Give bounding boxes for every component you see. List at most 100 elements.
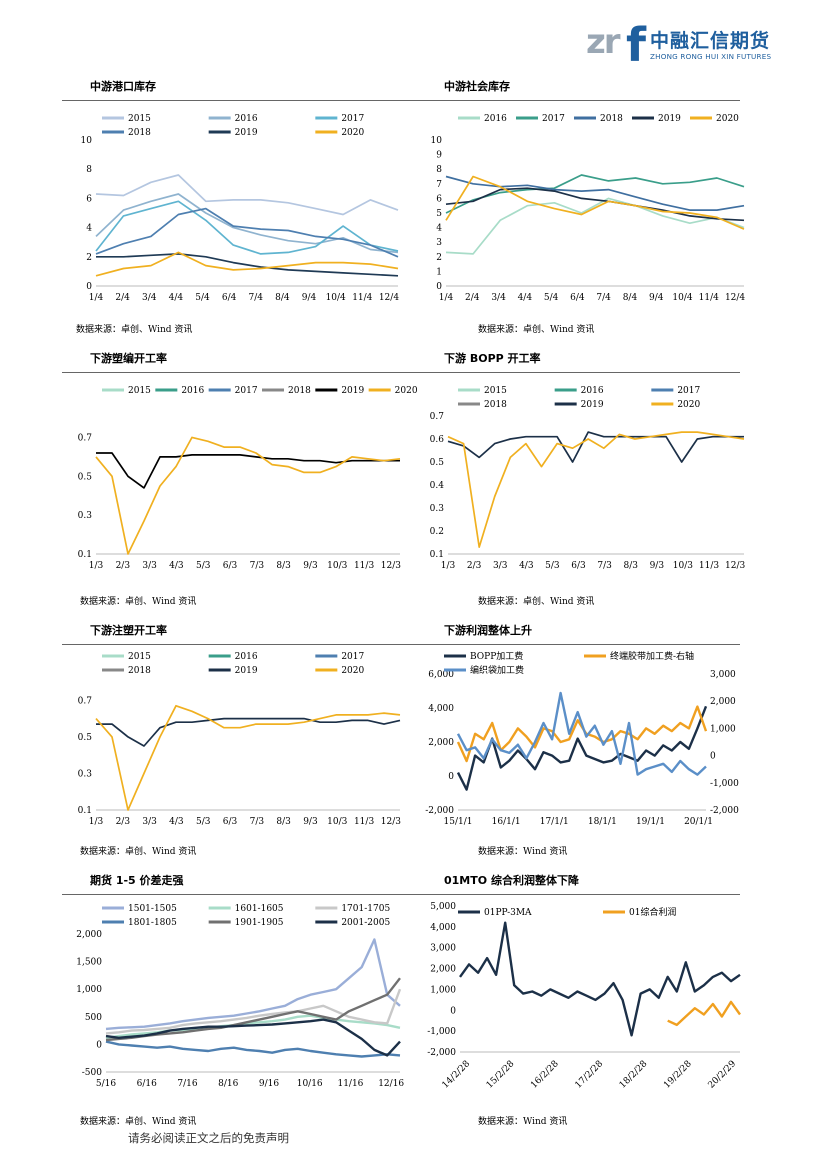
x-tick-label: 11/4 bbox=[699, 293, 719, 303]
y-tick-label: 7 bbox=[436, 180, 442, 190]
panel-divider bbox=[418, 644, 740, 645]
legend-label: 2019 bbox=[235, 666, 258, 676]
x-tick-label: 1/3 bbox=[89, 561, 104, 571]
x-tick-label: 9/3 bbox=[303, 817, 318, 827]
legend-label: 2018 bbox=[484, 400, 507, 410]
legend-label: 1901-1905 bbox=[235, 918, 284, 928]
data-source-note: 数据来源：卓创、Wind 资讯 bbox=[478, 325, 595, 335]
y-tick-label: 4 bbox=[436, 224, 442, 234]
y-tick-label: 0.7 bbox=[78, 696, 93, 706]
x-tick-label: 20/1/1 bbox=[684, 817, 713, 827]
y-tick-label: 0.6 bbox=[430, 435, 445, 445]
x-tick-label: 5/4 bbox=[195, 293, 210, 303]
legend-label: 2016 bbox=[181, 386, 204, 396]
x-tick-label: 10/4 bbox=[326, 293, 346, 303]
x-tick-label: 7/3 bbox=[250, 561, 265, 571]
x-tick-label: 8/3 bbox=[276, 561, 291, 571]
y-tick-label: 1,500 bbox=[76, 958, 102, 968]
series-line bbox=[445, 197, 745, 255]
y2-tick-label: -1,000 bbox=[710, 779, 739, 789]
x-tick-label: 8/16 bbox=[218, 1079, 238, 1089]
panel-divider bbox=[62, 644, 422, 645]
x-tick-label: 6/3 bbox=[571, 561, 586, 571]
legend-label: BOPP加工费 bbox=[470, 650, 523, 662]
x-tick-label: 14/2/28 bbox=[441, 1059, 473, 1091]
x-tick-label: 8/3 bbox=[623, 561, 638, 571]
series-line bbox=[105, 977, 401, 1042]
x-tick-label: 10/16 bbox=[297, 1079, 323, 1089]
logo-english-name: ZHONG RONG HUI XIN FUTURES bbox=[650, 52, 772, 61]
x-tick-label: 12/16 bbox=[378, 1079, 404, 1089]
legend-label: 1601-1605 bbox=[235, 904, 284, 914]
x-tick-label: 2/4 bbox=[465, 293, 480, 303]
legend-label: 2020 bbox=[395, 386, 418, 396]
y-tick-label: 4 bbox=[86, 224, 92, 234]
x-tick-label: 4/3 bbox=[169, 561, 184, 571]
x-tick-label: 3/3 bbox=[493, 561, 508, 571]
x-tick-label: 2/3 bbox=[116, 561, 131, 571]
x-tick-label: 10/3 bbox=[673, 561, 693, 571]
y-tick-label: 0.1 bbox=[78, 806, 92, 816]
y-tick-label: 1 bbox=[436, 267, 442, 277]
x-tick-label: 4/4 bbox=[169, 293, 184, 303]
y2-tick-label: 3,000 bbox=[710, 670, 736, 680]
x-tick-label: 16/1/1 bbox=[492, 817, 521, 827]
y-tick-label: 2,000 bbox=[430, 965, 456, 975]
y2-tick-label: -2,000 bbox=[710, 806, 739, 816]
x-tick-label: 4/3 bbox=[519, 561, 534, 571]
x-tick-label: 7/3 bbox=[597, 561, 612, 571]
y-tick-label: 9 bbox=[436, 151, 442, 161]
x-tick-label: 3/4 bbox=[142, 293, 157, 303]
legend-label: 2017 bbox=[235, 386, 258, 396]
x-tick-label: 10/3 bbox=[327, 817, 347, 827]
y-tick-label: 0.3 bbox=[430, 504, 445, 514]
series-line bbox=[95, 174, 399, 216]
line-chart: 0.1 0.2 0.3 0.4 0.5 0.6 0.7 1/3 2/3 3/3 4/3 5/3 6/3 7… bbox=[430, 386, 746, 571]
data-source-note: 数据来源：卓创、Wind 资讯 bbox=[80, 847, 197, 857]
y-tick-label: 0.3 bbox=[78, 511, 93, 521]
legend-label: 2018 bbox=[128, 128, 151, 138]
x-tick-label: 2/3 bbox=[467, 561, 482, 571]
panel-title: 中游社会库存 bbox=[444, 80, 510, 93]
y2-tick-label: 0 bbox=[710, 752, 716, 762]
series-line bbox=[456, 705, 708, 791]
series-line bbox=[447, 431, 745, 548]
data-source-note: 数据来源：卓创、Wind 资讯 bbox=[80, 1117, 197, 1127]
series-line bbox=[95, 704, 401, 811]
legend-label: 2015 bbox=[128, 114, 151, 124]
y-tick-label: 10 bbox=[81, 136, 93, 146]
series-line bbox=[667, 1000, 741, 1027]
panel-title: 下游利润整体上升 bbox=[444, 624, 532, 637]
y-tick-label: 1,000 bbox=[76, 985, 102, 995]
series-line bbox=[105, 1018, 401, 1057]
y-tick-label: 0 bbox=[86, 282, 92, 292]
panel-title: 下游 BOPP 开工率 bbox=[444, 352, 541, 365]
y-tick-label: 3,000 bbox=[430, 944, 456, 954]
y-tick-label: 6 bbox=[436, 194, 442, 204]
data-source-note: 数据来源：卓创、Wind 资讯 bbox=[80, 597, 197, 607]
x-tick-label: 10/4 bbox=[672, 293, 692, 303]
legend-label: 2018 bbox=[128, 666, 151, 676]
x-tick-label: 20/2/29 bbox=[707, 1059, 739, 1091]
panel-divider bbox=[418, 372, 740, 373]
x-tick-label: 9/3 bbox=[650, 561, 665, 571]
legend-label: 2020 bbox=[677, 400, 700, 410]
y-tick-label: -2,000 bbox=[427, 1048, 456, 1058]
data-source-note: 数据来源：Wind 资讯 bbox=[478, 1117, 568, 1127]
series-line bbox=[445, 187, 745, 222]
y-tick-label: 2 bbox=[436, 253, 442, 263]
y-tick-label: 0.4 bbox=[430, 481, 445, 491]
panel-title: 中游港口库存 bbox=[90, 80, 156, 93]
legend-label: 终端胶带加工费-右轴 bbox=[610, 650, 694, 662]
line-chart: 0 2 4 6 8 10 1/4 2/4 3/4 4/4 5/4 6/4 7/4 8/4 9/4 10/4 11… bbox=[81, 114, 400, 303]
x-tick-label: 12/4 bbox=[725, 293, 745, 303]
y-tick-label: 0.1 bbox=[78, 550, 92, 560]
logo-mark-f: f bbox=[626, 18, 647, 72]
series-line bbox=[459, 921, 741, 1037]
legend-label: 2019 bbox=[235, 128, 258, 138]
y-tick-label: 4,000 bbox=[430, 923, 456, 933]
line-chart: -500 0 500 1,000 1,500 2,000 5/16 6/16 7/16 8/16 9… bbox=[76, 904, 404, 1089]
legend-label: 01PP-3MA bbox=[484, 908, 532, 918]
panel-divider bbox=[418, 100, 740, 101]
y-tick-label: 4,000 bbox=[428, 704, 454, 714]
